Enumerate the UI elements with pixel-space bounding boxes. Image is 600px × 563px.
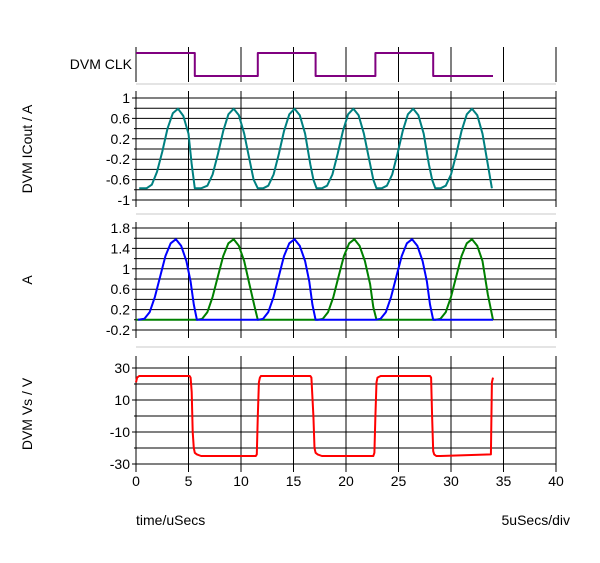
series-trace-a_blue bbox=[137, 238, 493, 321]
y-tick-label: -0.2 bbox=[106, 151, 130, 167]
y-tick-label: -10 bbox=[110, 424, 130, 440]
panels-layer: DVM CLK 1 0.6 0.2 -0.2 -0.6 -1 DVM ICout / A 1.8… bbox=[19, 47, 564, 489]
y-tick-label: 0.2 bbox=[111, 302, 131, 318]
x-tick-label: 35 bbox=[496, 473, 512, 489]
x-tick-label: 20 bbox=[338, 473, 354, 489]
y-tick-label: 0.2 bbox=[111, 131, 131, 147]
y-tick-label: 1 bbox=[122, 90, 130, 106]
y-tick-label: 30 bbox=[114, 360, 130, 376]
x-tick-label: 30 bbox=[443, 473, 459, 489]
y-axis-label: DVM ICout / A bbox=[19, 104, 35, 193]
x-tick-label: 5 bbox=[185, 473, 193, 489]
y-tick-label: 0.6 bbox=[111, 281, 131, 297]
y-tick-label: 10 bbox=[114, 392, 130, 408]
series-trace-icout bbox=[139, 107, 493, 190]
y-tick-label: 1 bbox=[122, 261, 130, 277]
y-axis-label: DVM CLK bbox=[70, 56, 133, 72]
y-tick-label: 0.6 bbox=[111, 110, 131, 126]
series-trace-clk bbox=[136, 52, 493, 77]
y-tick-label: 1.4 bbox=[111, 240, 131, 256]
x-tick-label: 10 bbox=[233, 473, 249, 489]
y-tick-label: 1.8 bbox=[111, 220, 131, 236]
x-tick-label: 25 bbox=[391, 473, 407, 489]
y-tick-label: -0.6 bbox=[106, 172, 130, 188]
x-axis-title: time/uSecs bbox=[136, 512, 205, 528]
x-tick-label: 0 bbox=[132, 473, 140, 489]
y-axis-label: DVM Vs / V bbox=[19, 377, 35, 450]
y-tick-label: -30 bbox=[110, 456, 130, 472]
y-tick-label: -1 bbox=[118, 192, 131, 208]
x-tick-label: 15 bbox=[286, 473, 302, 489]
y-axis-label: A bbox=[19, 275, 35, 285]
time-per-div-label: 5uSecs/div bbox=[502, 512, 570, 528]
y-tick-label: -0.2 bbox=[106, 322, 130, 338]
series-trace-a_green bbox=[136, 238, 494, 321]
x-tick-label: 40 bbox=[548, 473, 564, 489]
series-trace-vs bbox=[135, 375, 494, 457]
